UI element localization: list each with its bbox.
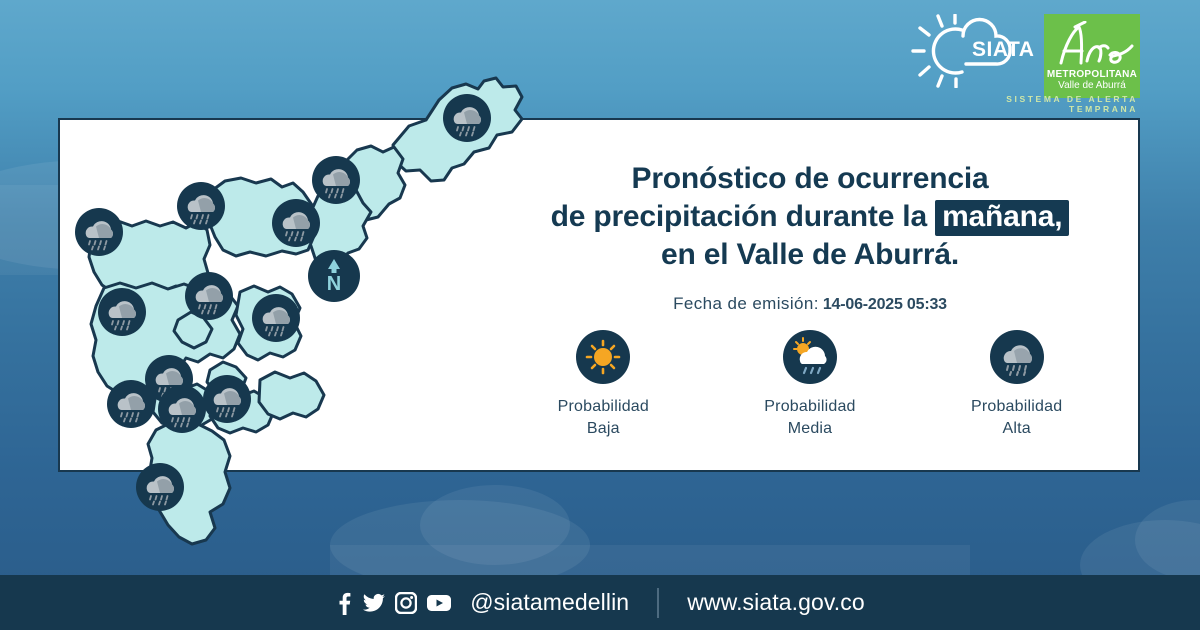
map-station-girardota bbox=[312, 156, 360, 204]
map-station-san-jer-nimo bbox=[98, 288, 146, 336]
youtube-icon[interactable] bbox=[426, 593, 452, 613]
headline-block: Pronóstico de ocurrencia de precipitació… bbox=[500, 160, 1120, 314]
map-station-copacabana bbox=[272, 199, 320, 247]
map-station-la-estrella bbox=[107, 380, 155, 428]
issue-date-value: 14-06-2025 05:33 bbox=[822, 296, 947, 314]
twitter-icon[interactable] bbox=[362, 591, 386, 615]
title-line-2-text: de precipitación durante la bbox=[550, 199, 928, 233]
rain-cloud-icon bbox=[989, 330, 1044, 384]
area-metropolitana-logo: METROPOLITANA Valle de Aburrá bbox=[1044, 14, 1140, 98]
title-highlight-period: mañana, bbox=[935, 199, 1070, 237]
probability-legend: Probabilidad Baja bbox=[500, 330, 1120, 439]
legend-label-baja: Probabilidad Baja bbox=[513, 396, 693, 439]
page-title: Pronóstico de ocurrencia de precipitació… bbox=[500, 160, 1120, 274]
legend-item-baja: Probabilidad Baja bbox=[513, 330, 693, 439]
map-station-barbosa bbox=[443, 94, 491, 142]
logo-group: SIATA METROPOLITANA Valle de Aburrá bbox=[910, 14, 1140, 98]
siata-tagline: SISTEMA DE ALERTA TEMPRANA bbox=[1006, 94, 1138, 114]
legend-label-media: Probabilidad Media bbox=[720, 396, 900, 439]
map-station-sabaneta bbox=[158, 385, 206, 433]
map-station-amag- bbox=[136, 463, 184, 511]
sun-icon bbox=[576, 330, 631, 384]
map-station-bello bbox=[177, 182, 225, 230]
title-line-3: en el Valle de Aburrá. bbox=[661, 238, 959, 272]
title-line-1: Pronóstico de ocurrencia bbox=[631, 162, 989, 195]
legend-item-media: Probabilidad Media bbox=[720, 330, 900, 439]
issue-date: Fecha de emisión: 14-06-2025 05:33 bbox=[500, 294, 1120, 314]
footer-divider bbox=[657, 587, 660, 618]
map-station-caldas bbox=[203, 375, 251, 423]
map-station-medell-n bbox=[185, 272, 233, 320]
instagram-icon[interactable] bbox=[395, 591, 418, 614]
legend-alta-line2: Alta bbox=[1002, 419, 1031, 437]
social-icons bbox=[335, 591, 452, 615]
footer-content: @siatamedellin www.siata.gov.co bbox=[335, 587, 865, 618]
cloud-shape-bottom-center-2 bbox=[420, 485, 570, 565]
legend-item-alta: Probabilidad Alta bbox=[927, 330, 1107, 439]
sun-cloud-rain-icon bbox=[782, 330, 837, 384]
area-script bbox=[1049, 21, 1135, 69]
title-line-2: de precipitación durante la mañana, bbox=[500, 198, 1120, 237]
siata-wordmark: SIATA bbox=[972, 38, 1034, 61]
legend-baja-line1: Probabilidad bbox=[557, 398, 649, 415]
compass-label: N bbox=[327, 273, 341, 295]
footer-bar: @siatamedellin www.siata.gov.co bbox=[0, 575, 1200, 630]
siata-logo: SIATA bbox=[910, 14, 1038, 88]
social-handle[interactable]: @siatamedellin bbox=[470, 589, 630, 615]
legend-media-line2: Media bbox=[787, 419, 833, 437]
compass-rose: N bbox=[308, 250, 360, 302]
legend-alta-line1: Probabilidad bbox=[970, 398, 1063, 415]
map-region-caldas bbox=[257, 370, 326, 421]
legend-baja-line2: Baja bbox=[586, 419, 620, 437]
map-station-san-pedro-de-los-milagros bbox=[75, 208, 123, 256]
area-metropolitana-line1: METROPOLITANA bbox=[1046, 69, 1138, 80]
facebook-icon[interactable] bbox=[335, 591, 353, 615]
legend-media-line1: Probabilidad bbox=[764, 398, 856, 415]
website-url[interactable]: www.siata.gov.co bbox=[687, 589, 865, 615]
legend-label-alta: Probabilidad Alta bbox=[927, 396, 1107, 439]
issue-date-label: Fecha de emisión: bbox=[673, 294, 819, 314]
area-metropolitana-line2: Valle de Aburrá bbox=[1058, 80, 1126, 91]
map-station-envigado bbox=[252, 294, 300, 342]
cloud-band-bottom bbox=[330, 545, 970, 579]
